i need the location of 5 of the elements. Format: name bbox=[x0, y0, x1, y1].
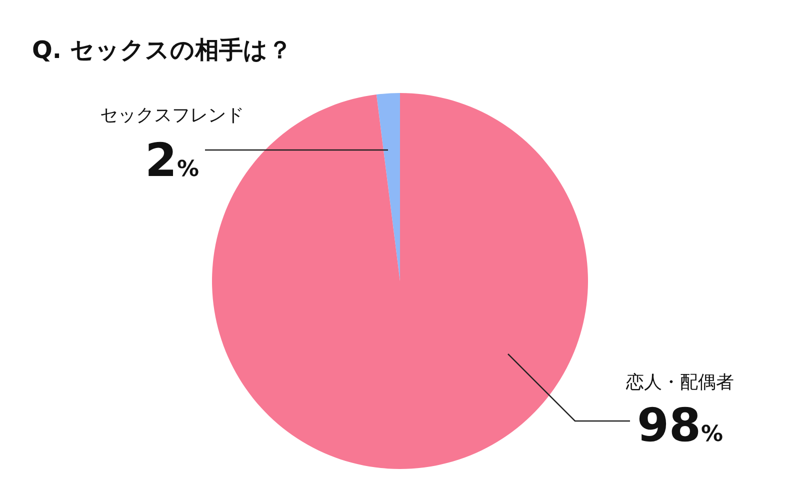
data-label: 98% bbox=[636, 398, 724, 452]
slice-label: 恋人・配偶者 bbox=[625, 372, 734, 393]
data-label: 2% bbox=[144, 133, 200, 187]
slice-label: セックスフレンド bbox=[100, 105, 244, 126]
chart-title: Q. セックスの相手は？ bbox=[32, 36, 292, 64]
